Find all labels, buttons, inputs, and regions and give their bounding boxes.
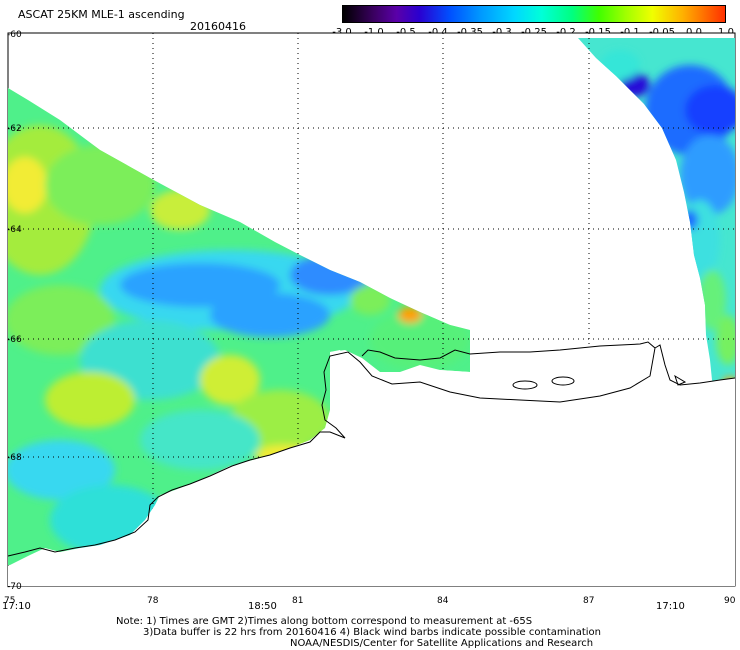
coastline: [7, 341, 736, 557]
island: [551, 376, 575, 386]
lon-label-90: 90: [724, 596, 736, 606]
lon-label-78: 78: [147, 596, 159, 606]
lon-label-75: 75: [4, 596, 15, 606]
note-line-1: Note: 1) Times are GMT 2)Times along bot…: [116, 616, 533, 627]
time-label-right: 17:10: [656, 601, 685, 612]
lon-label-87: 87: [583, 596, 594, 606]
time-label-center: 18:50: [248, 601, 277, 612]
land-mass: [8, 342, 735, 586]
product-date: 20160416: [190, 20, 246, 33]
colorbar: [342, 5, 726, 23]
lat-label-64: -64: [7, 225, 22, 235]
product-title: ASCAT 25KM MLE-1 ascending: [18, 8, 185, 21]
lat-label-62: -62: [7, 124, 22, 134]
lon-label-84: 84: [437, 596, 449, 606]
lon-label-81: 81: [292, 596, 303, 606]
lat-label-66: -66: [7, 335, 22, 345]
time-label-left: 17:10: [2, 601, 31, 612]
lat-label-68: -68: [7, 453, 22, 463]
note-line-2: 3)Data buffer is 22 hrs from 20160416 4)…: [143, 627, 601, 638]
lat-label-60: -60: [7, 30, 22, 40]
island: [674, 374, 687, 386]
lat-label-70: -70: [7, 582, 22, 592]
island: [512, 380, 538, 390]
note-line-3: NOAA/NESDIS/Center for Satellite Applica…: [290, 638, 594, 649]
